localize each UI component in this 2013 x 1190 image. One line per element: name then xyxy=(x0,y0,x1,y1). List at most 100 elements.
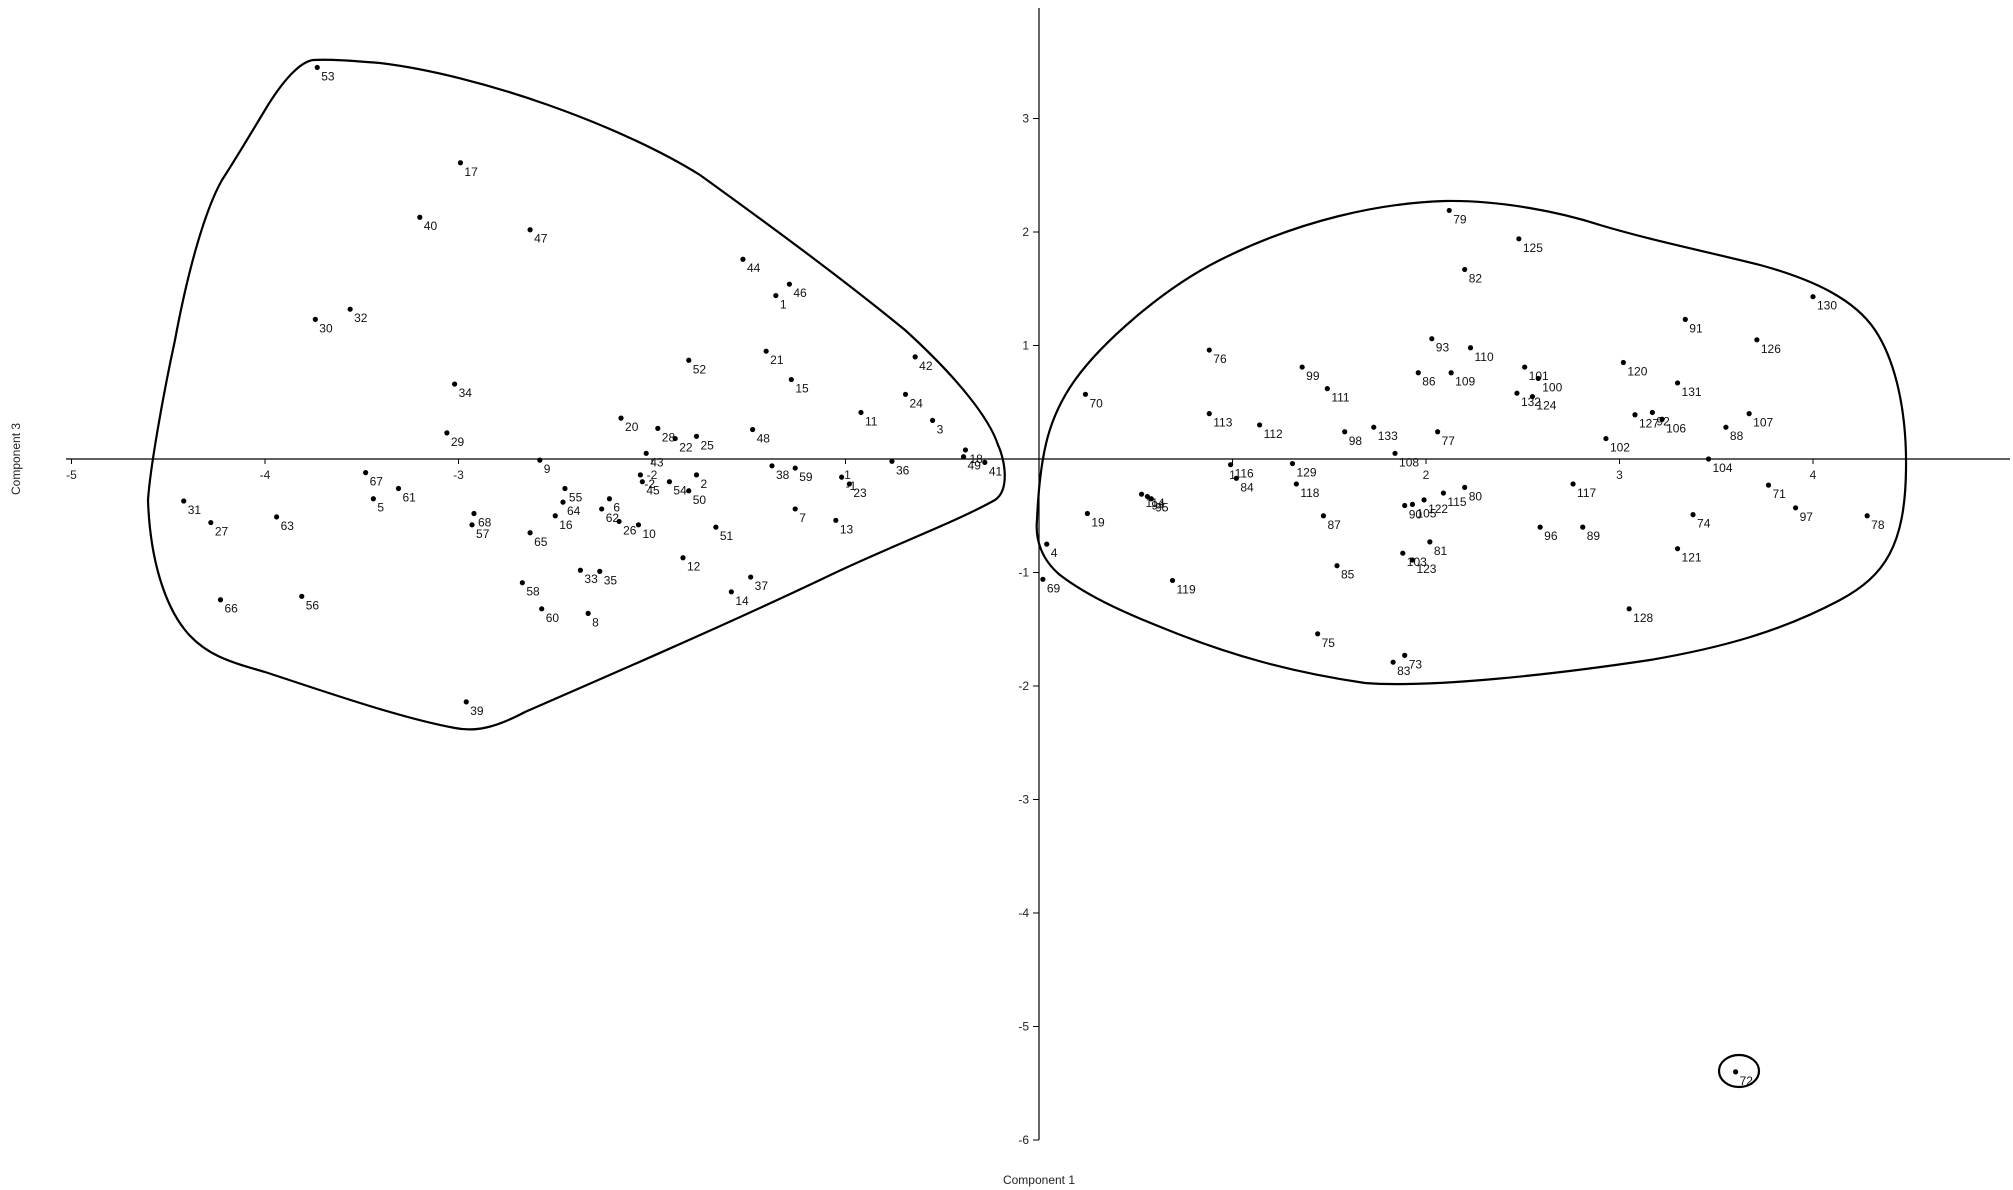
data-point xyxy=(1690,512,1696,518)
data-point-label: 23 xyxy=(853,486,867,500)
data-point xyxy=(1514,390,1520,396)
data-point-label: 47 xyxy=(534,232,548,246)
data-point xyxy=(1429,336,1435,342)
data-point xyxy=(1448,370,1454,376)
data-point xyxy=(1580,524,1586,530)
data-point-label: 117 xyxy=(1577,486,1596,500)
data-point xyxy=(889,458,895,464)
data-point-label: 36 xyxy=(896,463,910,477)
data-point xyxy=(312,316,318,322)
data-point xyxy=(1040,576,1046,582)
data-point-label: 25 xyxy=(701,438,715,452)
data-point xyxy=(680,555,686,561)
data-point xyxy=(1206,347,1212,353)
data-point xyxy=(457,160,464,166)
data-point xyxy=(1371,424,1377,430)
data-point xyxy=(527,530,533,536)
data-point-label: 21 xyxy=(770,353,784,367)
data-point xyxy=(1674,380,1681,386)
data-point-label: 100 xyxy=(1542,380,1562,394)
data-point-label: 81 xyxy=(1434,544,1448,558)
data-point xyxy=(1603,435,1609,442)
data-point xyxy=(1144,493,1150,500)
data-point xyxy=(839,474,845,480)
data-point xyxy=(792,506,798,512)
data-point xyxy=(763,348,769,354)
data-point-label: 54 xyxy=(673,484,687,498)
data-point-label: 110 xyxy=(1475,350,1494,364)
data-point xyxy=(1289,460,1296,467)
y-tick-label: 2 xyxy=(1022,225,1029,239)
data-point-label: 62 xyxy=(606,511,620,525)
data-point-label: 95 xyxy=(1155,501,1169,515)
data-point xyxy=(1324,386,1330,392)
data-point xyxy=(833,517,839,523)
data-point xyxy=(562,485,568,492)
data-point-label: 37 xyxy=(755,579,769,593)
x-tick-label: -3 xyxy=(453,468,464,482)
data-point xyxy=(1649,409,1655,416)
data-point-label: 124 xyxy=(1536,399,1556,413)
data-point-label: 85 xyxy=(1341,568,1355,582)
x-tick-label: 4 xyxy=(1810,468,1817,482)
data-point xyxy=(1334,563,1340,569)
data-point-label: 77 xyxy=(1442,434,1456,448)
data-point xyxy=(1421,497,1427,503)
data-point-label: 108 xyxy=(1399,455,1419,469)
data-point xyxy=(1233,475,1239,481)
data-point-label: 58 xyxy=(526,585,540,599)
data-point xyxy=(618,415,624,421)
group-enclosures xyxy=(146,58,1908,1089)
data-point xyxy=(1632,412,1638,418)
data-point-label: 131 xyxy=(1682,385,1702,399)
data-point xyxy=(686,488,692,494)
data-point xyxy=(370,496,376,502)
data-point-label: 87 xyxy=(1327,518,1341,532)
data-point xyxy=(1620,359,1626,366)
data-point-label: 65 xyxy=(534,535,548,549)
data-point xyxy=(1440,490,1447,496)
data-point xyxy=(527,227,533,233)
data-point xyxy=(1342,429,1348,435)
data-point-label: 31 xyxy=(188,503,202,517)
data-point xyxy=(982,459,988,466)
data-point xyxy=(452,381,458,387)
data-point xyxy=(217,597,224,603)
data-point-label: 116 xyxy=(1235,467,1254,481)
data-point-label: 96 xyxy=(1544,529,1558,543)
data-point-label: 88 xyxy=(1730,429,1744,443)
data-point xyxy=(1390,659,1396,665)
left-group-outline xyxy=(146,58,1006,731)
data-point-label: 112 xyxy=(1264,427,1283,441)
data-point xyxy=(1206,411,1212,417)
data-point xyxy=(539,606,545,612)
data-point-label: 115 xyxy=(1447,495,1466,509)
data-point-label: 97 xyxy=(1800,510,1814,524)
data-point-label: 28 xyxy=(662,430,676,444)
data-point xyxy=(417,214,423,220)
data-point-label: 99 xyxy=(1306,369,1320,383)
data-point xyxy=(585,610,591,616)
data-point-label: 80 xyxy=(1469,489,1483,503)
data-point-label: 2 xyxy=(701,477,708,491)
data-point xyxy=(637,472,643,478)
data-point-label: 34 xyxy=(459,386,473,400)
data-point-label: 42 xyxy=(919,359,933,373)
data-point-label: 128 xyxy=(1633,611,1653,625)
data-point xyxy=(1227,462,1234,468)
data-point xyxy=(1415,370,1421,376)
x-ticks: -5 -4 -3 -2 -1 1 2 3 4 xyxy=(66,459,1817,482)
data-point xyxy=(786,281,792,287)
data-point-label: 76 xyxy=(1213,352,1227,366)
data-point xyxy=(858,409,864,416)
data-point xyxy=(929,417,936,424)
data-point-label: 4 xyxy=(1051,546,1058,560)
data-point xyxy=(469,522,475,528)
y-tick-label: 3 xyxy=(1022,112,1029,126)
data-point-label: 129 xyxy=(1296,466,1316,480)
data-point xyxy=(1529,393,1536,400)
data-point-label: 46 xyxy=(793,286,807,300)
data-point-label: 125 xyxy=(1523,241,1543,255)
x-tick-label: 1 xyxy=(1229,468,1236,482)
